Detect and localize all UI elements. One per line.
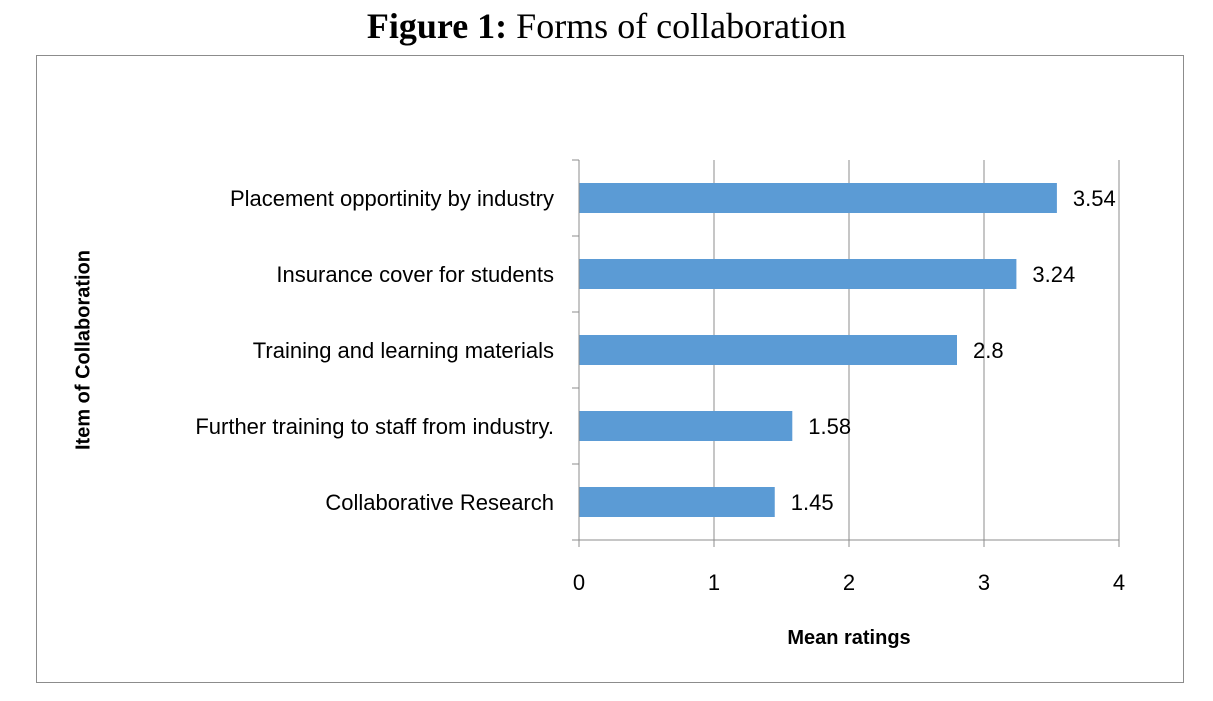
x-tick-label: 2 — [843, 570, 855, 595]
category-label: Training and learning materials — [253, 338, 554, 363]
x-axis-title: Mean ratings — [787, 627, 910, 649]
category-label: Insurance cover for students — [276, 262, 554, 287]
category-label: Placement opportinity by industry — [230, 186, 554, 211]
bar — [579, 259, 1017, 289]
category-label: Further training to staff from industry. — [195, 414, 554, 439]
x-tick-label: 3 — [978, 570, 990, 595]
data-label: 1.45 — [791, 490, 834, 515]
axes — [572, 159, 1119, 541]
bars — [579, 183, 1057, 517]
figure-label: Figure 1: — [366, 6, 508, 46]
category-label: Collaborative Research — [325, 490, 554, 515]
figure-caption: Forms of collaboration — [516, 6, 847, 46]
x-tick-label: 4 — [1113, 570, 1125, 595]
data-label: 3.54 — [1073, 186, 1116, 211]
bar — [579, 183, 1057, 213]
data-label: 2.8 — [973, 338, 1004, 363]
x-tick-label: 1 — [708, 570, 720, 595]
data-label: 1.58 — [808, 414, 851, 439]
x-tick-label: 0 — [573, 570, 585, 595]
data-label: 3.24 — [1032, 262, 1075, 287]
category-labels: Placement opportinity by industry Insuran… — [195, 186, 554, 515]
data-labels: 3.54 3.24 2.8 1.58 1.45 — [791, 186, 1116, 515]
chart-frame — [36, 55, 1184, 683]
bar — [579, 487, 775, 517]
tick-labels: 0 1 2 3 4 — [573, 570, 1125, 595]
figure-title: Figure 1: Forms of collaboration — [0, 2, 1213, 50]
y-axis-title: Item of Collaboration — [72, 250, 94, 450]
bar — [579, 411, 793, 441]
bar — [579, 335, 957, 365]
